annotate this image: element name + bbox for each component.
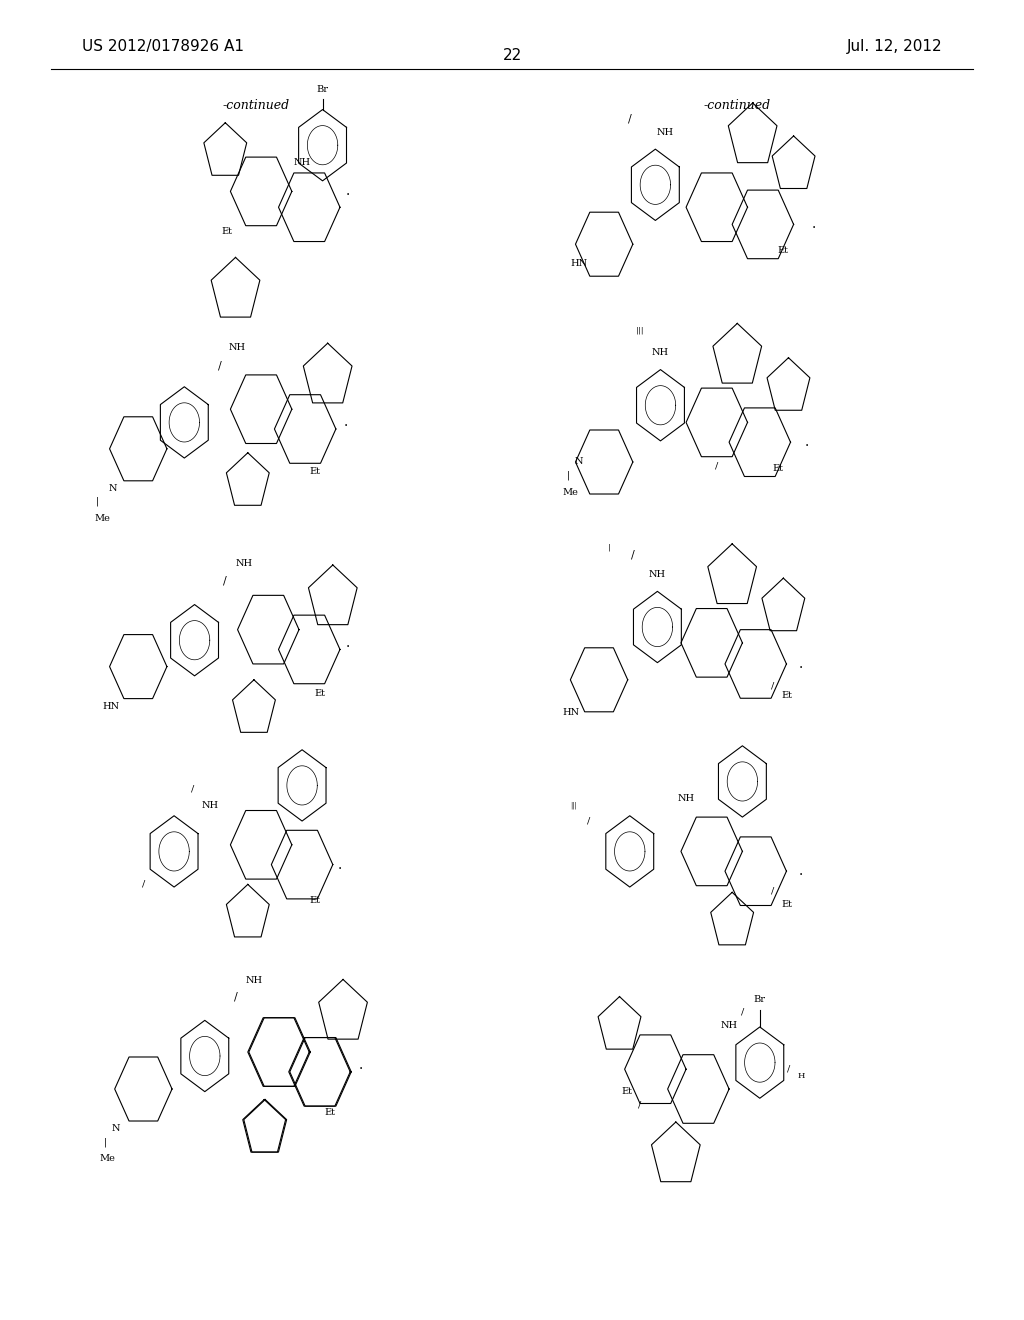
- Text: Et: Et: [310, 467, 321, 475]
- Text: |: |: [103, 1137, 108, 1147]
- Text: .: .: [346, 636, 350, 649]
- Text: Me: Me: [562, 488, 579, 496]
- Text: /: /: [771, 682, 775, 690]
- Text: NH: NH: [236, 560, 252, 568]
- Text: Br: Br: [754, 995, 766, 1003]
- Text: .: .: [344, 416, 348, 429]
- Text: US 2012/0178926 A1: US 2012/0178926 A1: [82, 38, 244, 54]
- Text: .: .: [799, 657, 803, 671]
- Text: /: /: [218, 360, 222, 371]
- Text: H: H: [797, 1072, 805, 1080]
- Text: /: /: [638, 1101, 642, 1109]
- Text: .: .: [799, 865, 803, 878]
- Text: /: /: [141, 880, 145, 888]
- Text: /: /: [190, 785, 195, 793]
- Text: N: N: [112, 1125, 120, 1133]
- Text: NH: NH: [246, 977, 262, 985]
- Text: .: .: [805, 436, 809, 449]
- Text: Et: Et: [310, 896, 321, 904]
- Text: Me: Me: [99, 1155, 116, 1163]
- Text: /: /: [628, 114, 632, 124]
- Text: Et: Et: [781, 900, 792, 908]
- Text: HN: HN: [563, 709, 580, 717]
- Text: .: .: [812, 218, 816, 231]
- Text: |||: |||: [570, 801, 577, 809]
- Text: Et: Et: [325, 1109, 335, 1117]
- Text: /: /: [786, 1065, 791, 1073]
- Text: Me: Me: [94, 515, 111, 523]
- Text: NH: NH: [721, 1022, 737, 1030]
- Text: Br: Br: [316, 86, 329, 94]
- Text: /: /: [233, 991, 238, 1002]
- Text: N: N: [109, 484, 117, 492]
- Text: -continued: -continued: [222, 99, 290, 112]
- Text: /: /: [715, 462, 719, 470]
- Text: NH: NH: [657, 128, 674, 136]
- Text: N: N: [574, 458, 583, 466]
- Text: Et: Et: [314, 689, 325, 697]
- Text: Et: Et: [622, 1088, 632, 1096]
- Text: HN: HN: [102, 702, 119, 710]
- Text: |: |: [608, 544, 610, 552]
- Text: NH: NH: [649, 570, 666, 578]
- Text: -continued: -continued: [703, 99, 771, 112]
- Text: Et: Et: [222, 227, 232, 235]
- Text: NH: NH: [678, 795, 694, 803]
- Text: Et: Et: [781, 692, 792, 700]
- Text: NH: NH: [229, 343, 246, 351]
- Text: /: /: [587, 817, 591, 825]
- Text: NH: NH: [202, 801, 218, 809]
- Text: NH: NH: [652, 348, 669, 356]
- Text: Et: Et: [773, 465, 783, 473]
- Text: .: .: [358, 1059, 362, 1072]
- Text: 22: 22: [503, 48, 521, 63]
- Text: /: /: [223, 576, 227, 586]
- Text: .: .: [338, 858, 342, 871]
- Text: NH: NH: [294, 158, 310, 166]
- Text: |||: |||: [636, 326, 644, 334]
- Text: |: |: [566, 470, 570, 480]
- Text: HN: HN: [570, 260, 587, 268]
- Text: .: .: [346, 185, 350, 198]
- Text: /: /: [740, 1008, 744, 1016]
- Text: /: /: [771, 887, 775, 895]
- Text: Jul. 12, 2012: Jul. 12, 2012: [847, 38, 942, 54]
- Text: Et: Et: [778, 247, 788, 255]
- Text: |: |: [95, 496, 99, 507]
- Text: /: /: [631, 549, 635, 560]
